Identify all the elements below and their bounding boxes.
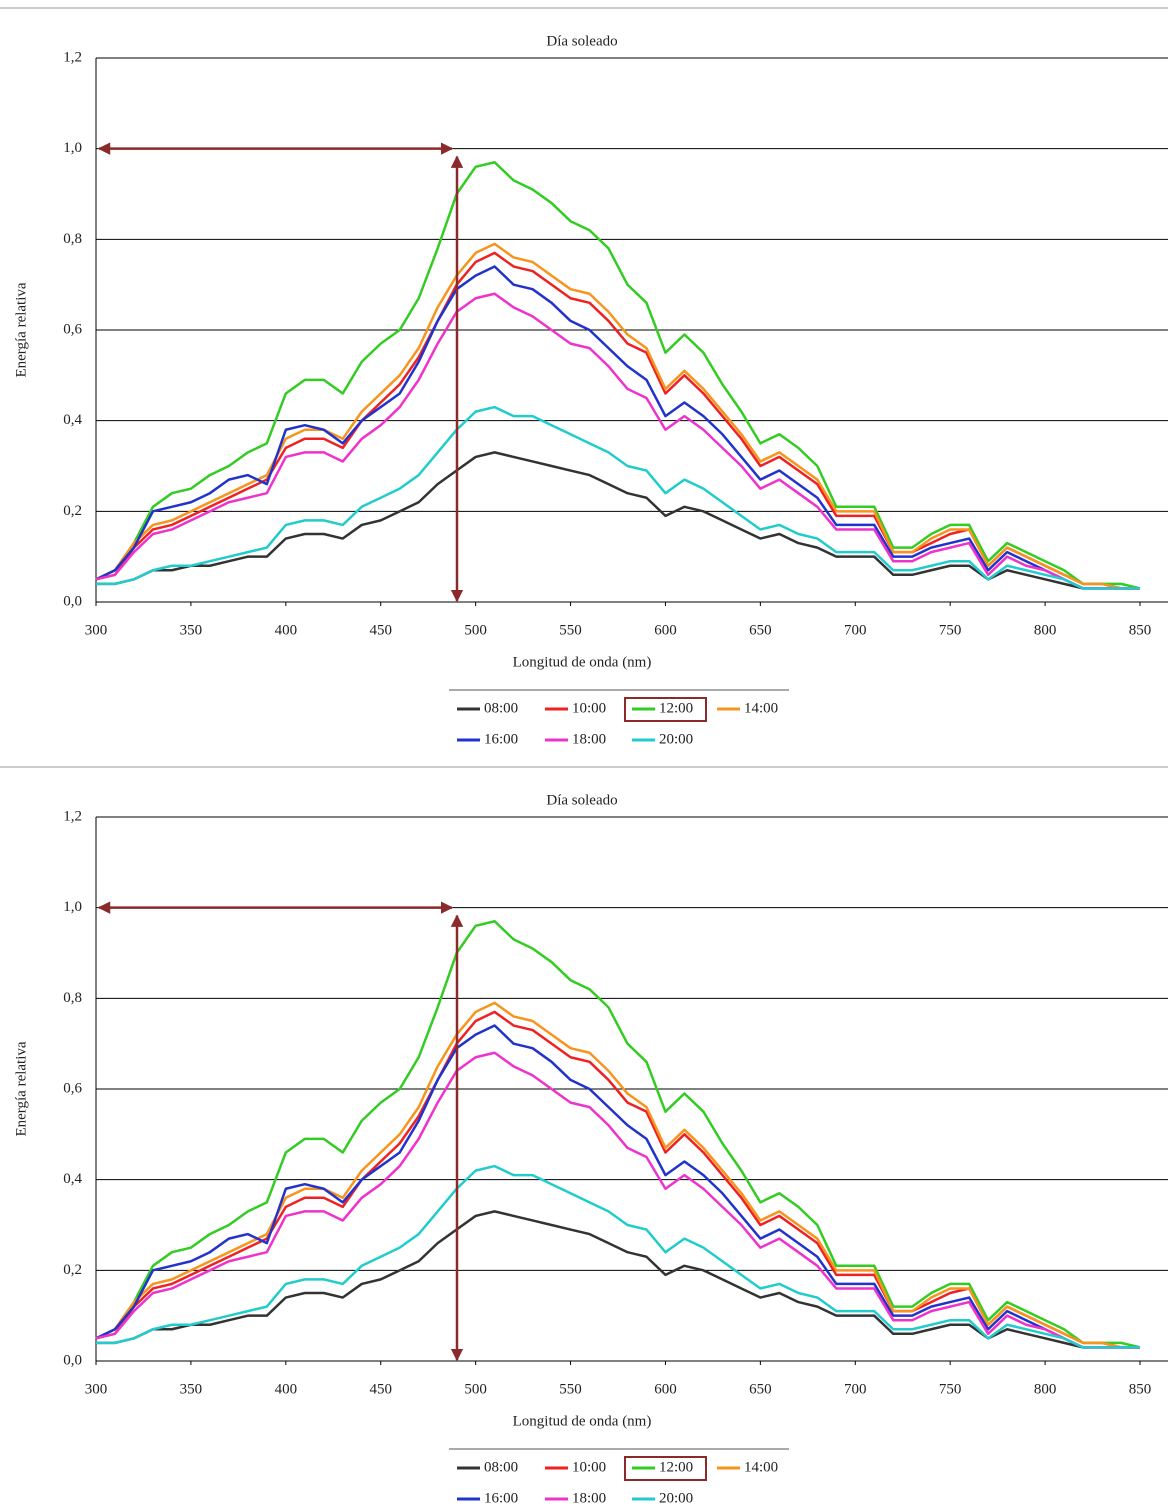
series-line	[95, 1051, 1140, 1349]
x-tick-label: 600	[654, 1381, 677, 1397]
legend-highlight	[624, 1456, 707, 1481]
y-tick-label: 1,2	[63, 49, 82, 65]
series-line	[96, 451, 1140, 590]
y-tick-label: 0,0	[63, 1352, 82, 1368]
x-tick-label: 450	[369, 1381, 392, 1397]
x-tick-label: 600	[654, 622, 677, 638]
y-tick-label: 0,0	[63, 593, 82, 609]
x-tick-label: 400	[275, 1381, 298, 1397]
x-tick-label: 800	[1034, 622, 1057, 638]
series-line	[96, 1210, 1140, 1349]
y-tick-label: 1,2	[63, 808, 82, 824]
legend-label: 12:00	[659, 1459, 693, 1475]
x-tick-label: 700	[844, 1381, 867, 1397]
legend-label: 20:00	[659, 731, 693, 747]
x-tick-label: 650	[749, 1381, 772, 1397]
x-tick-label: 550	[559, 1381, 582, 1397]
x-tick-label: 850	[1129, 622, 1152, 638]
x-tick-label: 400	[275, 622, 298, 638]
legend-label: 08:00	[484, 700, 518, 716]
y-tick-label: 0,6	[63, 1080, 82, 1096]
y-tick-label: 0,8	[63, 990, 82, 1006]
x-tick-label: 850	[1129, 1381, 1152, 1397]
y-tick-label: 1,0	[63, 140, 82, 156]
x-tick-label: 350	[180, 622, 203, 638]
legend-label: 18:00	[572, 1490, 606, 1506]
series-line	[96, 1164, 1140, 1349]
legend-label: 18:00	[572, 731, 606, 747]
x-tick-label: 650	[749, 622, 772, 638]
y-tick-label: 0,4	[63, 412, 82, 428]
series-line	[95, 1024, 1140, 1349]
y-tick-label: 1,0	[63, 899, 82, 915]
chart: Día soleado Energía relativa Longitud de o…	[0, 7, 1168, 747]
x-axis-label: Longitud de onda (nm)	[513, 654, 652, 670]
series-line	[96, 405, 1140, 590]
x-tick-label: 750	[939, 622, 962, 638]
chart: Día soleado Energía relativa Longitud de o…	[0, 766, 1168, 1506]
x-tick-label: 750	[939, 1381, 962, 1397]
series-line	[95, 161, 1141, 590]
series-line	[95, 292, 1140, 590]
x-tick-label: 350	[180, 1381, 203, 1397]
x-axis-label: Longitud de onda (nm)	[513, 1413, 652, 1429]
x-tick-label: 500	[464, 1381, 487, 1397]
legend-highlight	[624, 697, 707, 722]
series-line	[95, 265, 1140, 590]
y-tick-label: 0,6	[63, 321, 82, 337]
series-line	[95, 920, 1141, 1349]
x-tick-label: 550	[559, 622, 582, 638]
legend-label: 16:00	[484, 1490, 518, 1506]
x-tick-label: 500	[464, 622, 487, 638]
y-tick-label: 0,2	[63, 1262, 82, 1278]
y-tick-label: 0,4	[63, 1171, 82, 1187]
chart-title: Día soleado	[546, 792, 617, 808]
legend-label: 12:00	[659, 700, 693, 716]
legend-label: 16:00	[484, 731, 518, 747]
legend-label: 14:00	[744, 700, 778, 716]
series-line	[95, 242, 1140, 590]
legend-label: 20:00	[659, 1490, 693, 1506]
y-axis-label: Energía relativa	[13, 282, 29, 377]
chart-title: Día soleado	[546, 33, 617, 49]
x-tick-label: 800	[1034, 1381, 1057, 1397]
y-axis-label: Energía relativa	[13, 1041, 29, 1136]
x-tick-label: 700	[844, 622, 867, 638]
series-line	[95, 1001, 1140, 1349]
legend-label: 14:00	[744, 1459, 778, 1475]
legend-label: 10:00	[572, 1459, 606, 1475]
x-tick-label: 300	[85, 622, 108, 638]
y-tick-label: 0,8	[63, 231, 82, 247]
x-tick-label: 450	[369, 622, 392, 638]
legend-label: 08:00	[484, 1459, 518, 1475]
legend-label: 10:00	[572, 700, 606, 716]
x-tick-label: 300	[85, 1381, 108, 1397]
y-tick-label: 0,2	[63, 503, 82, 519]
